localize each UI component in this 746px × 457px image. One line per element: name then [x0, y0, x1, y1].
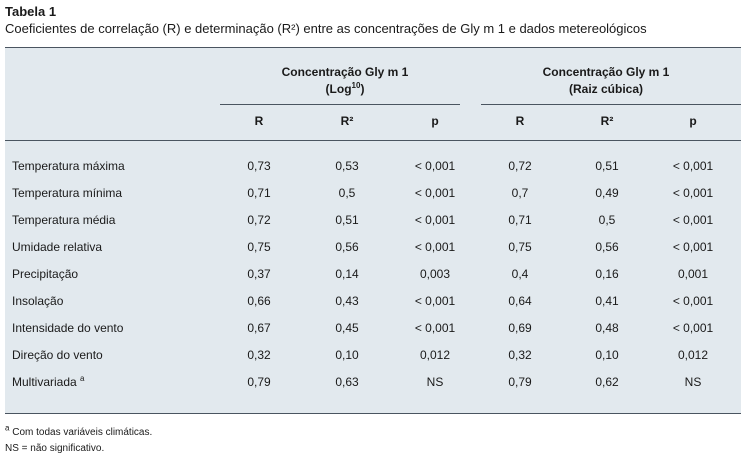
group-header-cubic: Concentração Gly m 1 (Raiz cúbica) [506, 64, 706, 98]
table-cell: 0,66 [247, 294, 271, 308]
table-cell: 0,37 [247, 267, 271, 281]
table-cell: 0,75 [508, 240, 532, 254]
row-label: Insolação [12, 294, 64, 308]
table-cell: 0,41 [595, 294, 619, 308]
top-rule [5, 47, 741, 48]
table-cell: 0,32 [247, 348, 271, 362]
column-header: R [254, 114, 264, 128]
table-cell: < 0,001 [414, 186, 456, 200]
table-row: Umidade relativa 0,75 0,56 < 0,001 0,75 0,56 <… [0, 240, 746, 267]
footnote-a: a Com todas variáveis climáticas. [5, 423, 153, 438]
table-cell: 0,32 [508, 348, 532, 362]
table-cell: < 0,001 [414, 240, 456, 254]
table-cell: < 0,001 [672, 213, 714, 227]
table-cell: 0,53 [335, 159, 359, 173]
table-cell: < 0,001 [672, 159, 714, 173]
table-row: Multivariada a 0,79 0,63 NS 0,79 0,62 NS [0, 375, 746, 402]
column-header: p [689, 114, 697, 128]
table-cell: 0,5 [338, 186, 356, 200]
table-cell: 0,56 [595, 240, 619, 254]
group-rule-log [220, 104, 460, 105]
row-label: Temperatura mínima [12, 186, 123, 200]
table-row: Temperatura máxima 0,73 0,53 < 0,001 0,72 0,5… [0, 159, 746, 186]
table-cell: NS [684, 375, 702, 389]
table-cell: < 0,001 [414, 294, 456, 308]
table-cell: 0,62 [595, 375, 619, 389]
group-header-log-line1: Concentração Gly m 1 [281, 65, 409, 79]
table-cell: 0,51 [595, 159, 619, 173]
table-cell: 0,10 [595, 348, 619, 362]
table-cell: 0,71 [247, 186, 271, 200]
table-cell: 0,012 [419, 348, 451, 362]
table-cell: 0,012 [677, 348, 709, 362]
table-cell: 0,001 [677, 267, 709, 281]
table-cell: < 0,001 [414, 213, 456, 227]
table-cell: 0,16 [595, 267, 619, 281]
table-cell: 0,5 [598, 213, 616, 227]
table-row: Direção do vento 0,32 0,10 0,012 0,32 0,10 0,0… [0, 348, 746, 375]
table-cell: 0,73 [247, 159, 271, 173]
table-cell: 0,72 [508, 159, 532, 173]
row-label: Direção do vento [12, 348, 103, 362]
table-panel [5, 47, 741, 413]
table-cell: 0,69 [508, 321, 532, 335]
table-cell: 0,14 [335, 267, 359, 281]
column-header: R [515, 114, 525, 128]
column-header: p [431, 114, 439, 128]
table-cell: < 0,001 [672, 321, 714, 335]
table-cell: 0,10 [335, 348, 359, 362]
footnote-ns: NS = não significativo. [5, 443, 105, 454]
group-header-cubic-line1: Concentração Gly m 1 [542, 65, 670, 79]
table-cell: 0,003 [419, 267, 451, 281]
table-cell: 0,67 [247, 321, 271, 335]
table-cell: 0,48 [595, 321, 619, 335]
table-cell: 0,43 [335, 294, 359, 308]
group-header-cubic-line2: (Raiz cúbica) [568, 82, 643, 96]
table-title: Tabela 1 [5, 4, 57, 19]
row-label: Multivariada a [12, 374, 85, 390]
table-cell: 0,7 [511, 186, 529, 200]
table-cell: < 0,001 [672, 294, 714, 308]
table-cell: < 0,001 [672, 186, 714, 200]
table-cell: 0,75 [247, 240, 271, 254]
row-label: Temperatura média [12, 213, 116, 227]
table-cell: 0,45 [335, 321, 359, 335]
table-row: Temperatura mínima 0,71 0,5 < 0,001 0,7 0,49 <… [0, 186, 746, 213]
row-label: Precipitação [12, 267, 79, 281]
table-cell: 0,4 [511, 267, 529, 281]
table-cell: NS [426, 375, 444, 389]
table-cell: 0,49 [595, 186, 619, 200]
table-row: Temperatura média 0,72 0,51 < 0,001 0,71 0,5 <… [0, 213, 746, 240]
table-cell: 0,72 [247, 213, 271, 227]
column-header: R² [600, 114, 614, 128]
header-rule [5, 140, 741, 141]
table-cell: 0,51 [335, 213, 359, 227]
row-label: Intensidade do vento [12, 321, 124, 335]
bottom-rule [5, 413, 741, 414]
table-cell: 0,63 [335, 375, 359, 389]
table-cell: < 0,001 [672, 240, 714, 254]
table-caption: Coeficientes de correlação (R) e determi… [5, 21, 647, 36]
row-label: Temperatura máxima [12, 159, 125, 173]
column-header: R² [340, 114, 354, 128]
table-cell: 0,71 [508, 213, 532, 227]
table-row: Intensidade do vento 0,67 0,45 < 0,001 0,69 0… [0, 321, 746, 348]
table-cell: < 0,001 [414, 321, 456, 335]
table-cell: 0,79 [247, 375, 271, 389]
group-header-log-line2: (Log10) [325, 81, 365, 97]
table-cell: 0,56 [335, 240, 359, 254]
row-label: Umidade relativa [12, 240, 103, 254]
group-rule-cubic [481, 104, 741, 105]
table-row: Precipitação 0,37 0,14 0,003 0,4 0,16 0,001 [0, 267, 746, 294]
table-cell: < 0,001 [414, 159, 456, 173]
group-header-log: Concentração Gly m 1 (Log10) [245, 64, 445, 98]
table-cell: 0,79 [508, 375, 532, 389]
table-row: Insolação 0,66 0,43 < 0,001 0,64 0,41 < 0,001 [0, 294, 746, 321]
table-cell: 0,64 [508, 294, 532, 308]
